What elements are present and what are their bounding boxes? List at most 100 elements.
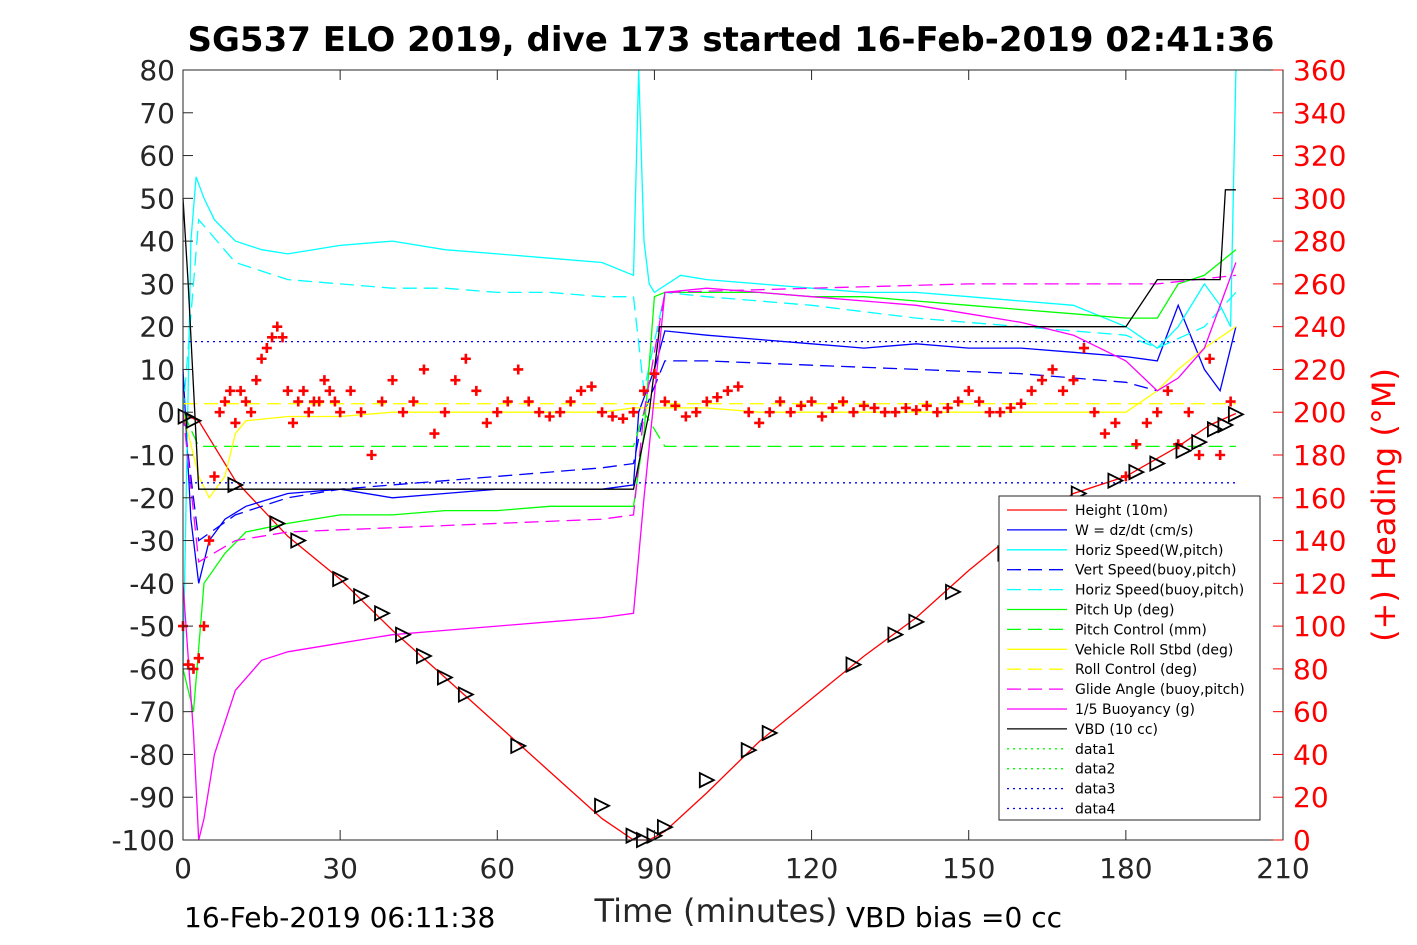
heading-marker-56 — [607, 411, 618, 422]
heading-marker-82 — [879, 407, 890, 418]
legend-label-9: Glide Angle (buoy,pitch) — [1075, 682, 1245, 698]
y-tick-label-11: -30 — [129, 525, 175, 558]
legend-label-3: Vert Speed(buoy,pitch) — [1075, 563, 1237, 579]
sample-marker-22 — [887, 626, 905, 644]
heading-marker-48 — [523, 396, 534, 407]
heading-marker-83 — [890, 407, 901, 418]
series-layer — [182, 69, 1237, 841]
heading-marker-69 — [743, 407, 754, 418]
heading-marker-64 — [691, 407, 702, 418]
series-line-5 — [182, 249, 1237, 712]
sample-marker-11 — [457, 686, 475, 704]
y-tick-label-1: 70 — [139, 97, 175, 130]
heading-marker-85 — [911, 405, 922, 416]
heading-marker-37 — [408, 396, 419, 407]
y-right-tick-label-8: 200 — [1293, 396, 1346, 429]
heading-marker-38 — [418, 364, 429, 375]
sample-marker-18 — [698, 771, 716, 789]
heading-marker-31 — [345, 385, 356, 396]
heading-marker-73 — [785, 407, 796, 418]
heading-marker-54 — [586, 381, 597, 392]
x-axis: 0 30 60 90 120 150 180 210 — [174, 70, 1310, 885]
heading-marker-84 — [900, 402, 911, 413]
heading-marker-112 — [1194, 450, 1205, 460]
heading-marker-27 — [319, 375, 330, 386]
x-tick-label-2: 60 — [479, 852, 515, 885]
sample-marker-6 — [353, 587, 371, 605]
legend-label-14: data3 — [1075, 782, 1115, 798]
heading-marker-80 — [858, 400, 869, 411]
y-tick-label-17: -90 — [129, 781, 175, 814]
heading-marker-53 — [576, 385, 587, 396]
heading-marker-46 — [502, 396, 513, 407]
heading-marker-5 — [204, 535, 215, 546]
sample-marker-33 — [1207, 420, 1224, 438]
heading-marker-34 — [377, 396, 388, 407]
heading-marker-92 — [984, 407, 995, 418]
right-axis-label: (+) Heading (°M) — [1365, 368, 1403, 642]
heading-marker-3 — [193, 653, 204, 664]
heading-marker-41 — [450, 375, 461, 386]
y-right-tick-label-0: 360 — [1293, 54, 1346, 87]
legend-label-13: data2 — [1075, 762, 1115, 778]
series-line-10 — [182, 262, 1237, 841]
heading-marker-35 — [387, 375, 398, 386]
sample-marker-31 — [1175, 442, 1193, 460]
heading-marker-89 — [953, 396, 964, 407]
heading-marker-102 — [1089, 407, 1100, 418]
sample-marker-20 — [761, 724, 779, 742]
heading-marker-20 — [282, 385, 293, 396]
heading-marker-6 — [209, 471, 220, 482]
y-right-tick-label-9: 180 — [1293, 439, 1346, 472]
heading-marker-17 — [267, 332, 278, 343]
legend-label-7: Vehicle Roll Stbd (deg) — [1075, 642, 1233, 658]
sample-marker-4 — [290, 532, 308, 550]
sample-marker-34 — [1217, 416, 1235, 434]
y-tick-label-7: 10 — [139, 353, 175, 386]
series-line-9 — [182, 274, 1236, 563]
y-right-tick-label-11: 140 — [1293, 525, 1346, 558]
x-tick-label-5: 150 — [942, 852, 995, 885]
heading-marker-9 — [225, 385, 236, 396]
heading-marker-10 — [230, 417, 241, 428]
heading-marker-36 — [398, 407, 408, 418]
heading-marker-70 — [754, 417, 765, 428]
sample-marker-5 — [332, 570, 350, 588]
heading-marker-43 — [471, 385, 482, 396]
series-line-11 — [182, 189, 1236, 490]
y-right-tick-label-10: 160 — [1293, 482, 1346, 515]
heading-marker-16 — [261, 343, 272, 354]
x-axis-label: Time (minutes) — [594, 892, 838, 930]
heading-marker-21 — [288, 417, 298, 428]
heading-marker-13 — [246, 407, 257, 418]
sample-marker-29 — [1128, 463, 1146, 481]
heading-marker-107 — [1141, 417, 1152, 428]
heading-marker-40 — [439, 407, 450, 418]
x-tick-label-7: 210 — [1256, 852, 1309, 885]
y-tick-label-3: 50 — [139, 182, 175, 215]
sample-marker-3 — [269, 514, 287, 532]
heading-marker-113 — [1204, 353, 1215, 364]
y-axis-right: 3603403203002802602402202001801601401201… — [1273, 54, 1346, 857]
y-right-tick-label-3: 300 — [1293, 182, 1346, 215]
x-tick-label-1: 30 — [322, 852, 358, 885]
heading-marker-51 — [555, 407, 566, 418]
sample-marker-7 — [374, 604, 392, 622]
y-right-tick-label-13: 100 — [1293, 610, 1346, 643]
sample-marker-10 — [437, 668, 454, 686]
y-tick-label-18: -100 — [111, 824, 175, 857]
legend-box — [998, 495, 1261, 821]
y-tick-label-8: 0 — [157, 396, 175, 429]
heading-marker-58 — [628, 407, 639, 418]
series-line-6 — [182, 410, 1236, 448]
heading-marker-22 — [293, 396, 304, 407]
sample-marker-32 — [1191, 433, 1209, 451]
heading-marker-106 — [1131, 439, 1142, 450]
y-tick-label-10: -20 — [129, 482, 175, 515]
series-line-7 — [182, 326, 1237, 500]
heading-marker-30 — [335, 407, 346, 418]
heading-marker-71 — [764, 407, 775, 418]
heading-marker-23 — [298, 385, 309, 396]
legend-label-10: 1/5 Buoyancy (g) — [1075, 702, 1195, 718]
y-right-tick-label-17: 20 — [1293, 781, 1329, 814]
